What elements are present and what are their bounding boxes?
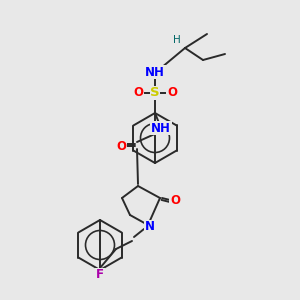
Text: NH: NH [151,122,171,134]
Text: NH: NH [145,65,165,79]
Text: O: O [133,86,143,100]
Text: S: S [150,86,160,100]
Text: O: O [116,140,126,152]
Text: N: N [145,220,155,233]
Text: H: H [173,35,181,45]
Text: O: O [167,86,177,100]
Text: F: F [96,268,104,281]
Text: O: O [170,194,180,206]
